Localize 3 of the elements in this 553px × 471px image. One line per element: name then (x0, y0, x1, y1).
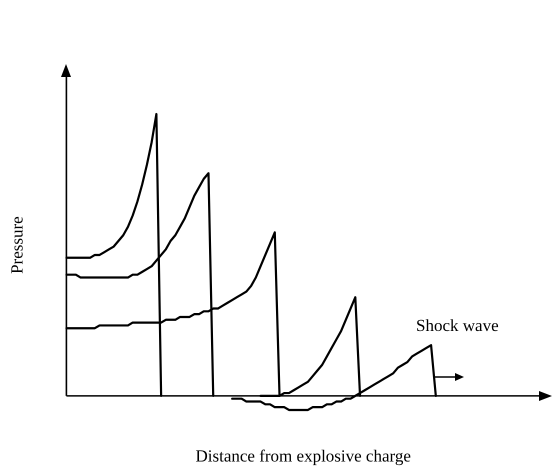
annotation: Shock wave (416, 316, 499, 336)
x-axis-title: Distance from explosive charge (195, 446, 411, 466)
y-axis-title: Pressure (8, 216, 27, 274)
